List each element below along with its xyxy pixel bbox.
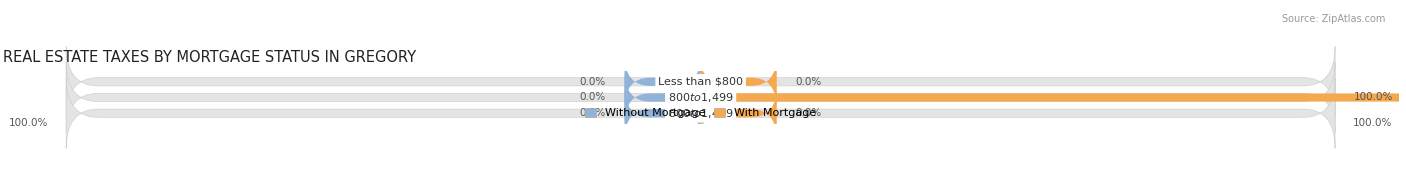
FancyBboxPatch shape (700, 70, 1406, 125)
FancyBboxPatch shape (66, 62, 1336, 133)
Text: $800 to $1,499: $800 to $1,499 (668, 91, 734, 104)
Text: 0.0%: 0.0% (579, 108, 606, 118)
Text: 100.0%: 100.0% (1354, 92, 1393, 103)
Text: REAL ESTATE TAXES BY MORTGAGE STATUS IN GREGORY: REAL ESTATE TAXES BY MORTGAGE STATUS IN … (3, 51, 416, 66)
FancyBboxPatch shape (66, 47, 1336, 117)
Text: 0.0%: 0.0% (796, 77, 823, 87)
FancyBboxPatch shape (700, 86, 776, 141)
Text: Source: ZipAtlas.com: Source: ZipAtlas.com (1281, 14, 1385, 24)
FancyBboxPatch shape (66, 78, 1336, 148)
Legend: Without Mortgage, With Mortgage: Without Mortgage, With Mortgage (581, 104, 821, 123)
FancyBboxPatch shape (624, 86, 700, 141)
FancyBboxPatch shape (624, 54, 700, 109)
Text: 100.0%: 100.0% (1353, 118, 1392, 128)
Text: 0.0%: 0.0% (796, 108, 823, 118)
Text: 0.0%: 0.0% (579, 92, 606, 103)
Text: 100.0%: 100.0% (8, 118, 48, 128)
FancyBboxPatch shape (624, 70, 700, 125)
Text: $800 to $1,499: $800 to $1,499 (668, 107, 734, 120)
FancyBboxPatch shape (700, 54, 776, 109)
Text: Less than $800: Less than $800 (658, 77, 744, 87)
Text: 0.0%: 0.0% (579, 77, 606, 87)
